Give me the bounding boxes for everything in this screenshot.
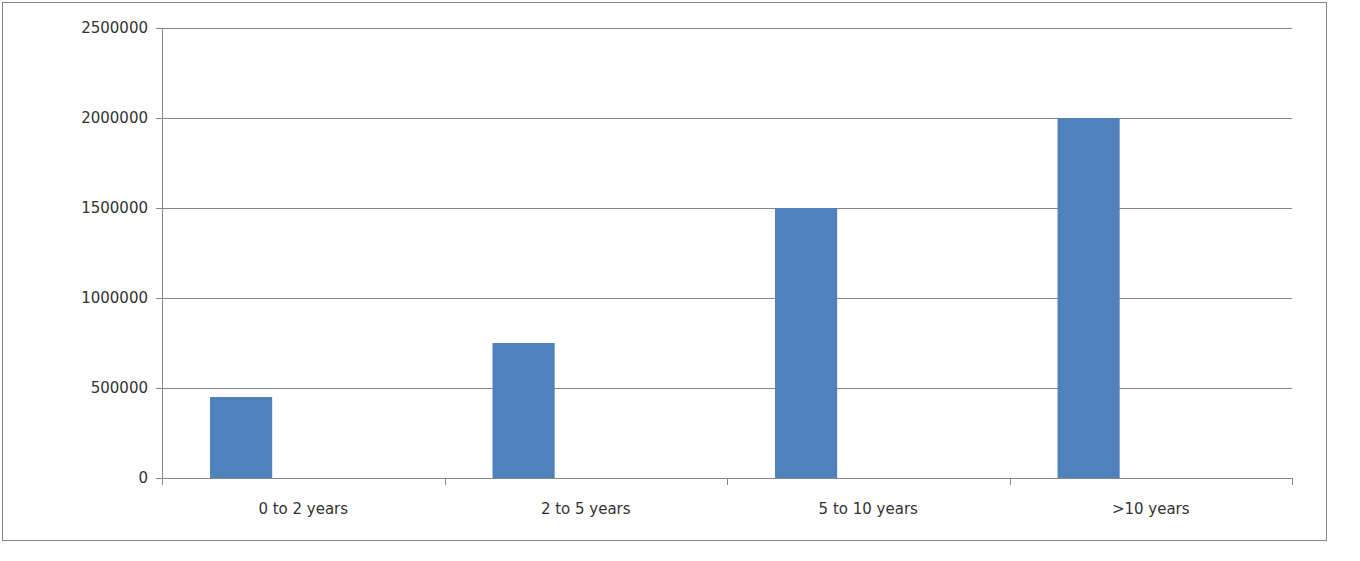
x-tick-label: 5 to 10 years	[819, 500, 918, 518]
y-tick: 2500000	[81, 19, 162, 37]
grid-line	[162, 388, 1292, 389]
bar	[210, 397, 272, 478]
y-tick: 0	[138, 469, 162, 487]
y-tick-mark	[156, 28, 162, 29]
chart: 0 500000 1000000 1500000 2000000 2500000 0 to …	[0, 0, 1360, 561]
y-tick-label: 1000000	[81, 289, 148, 307]
x-tick-mark	[445, 478, 446, 485]
grid-line	[162, 28, 1292, 29]
x-axis: 0 to 2 years 2 to 5 years 5 to 10 years >10…	[162, 478, 1293, 518]
plot: 0 500000 1000000 1500000 2000000 2500000 0 to …	[81, 19, 1292, 518]
x-tick-label: >10 years	[1112, 500, 1190, 518]
y-tick: 1000000	[81, 289, 162, 307]
y-tick-mark	[156, 478, 162, 479]
y-axis-line	[156, 29, 163, 479]
y-tick-label: 0	[138, 469, 148, 487]
grid-line	[162, 298, 1292, 299]
y-tick-mark	[156, 388, 162, 389]
bar	[775, 208, 837, 478]
y-tick-label: 2000000	[81, 109, 148, 127]
y-axis: 0 500000 1000000 1500000 2000000 2500000	[81, 19, 162, 487]
x-tick-mark	[162, 478, 163, 485]
bars	[210, 118, 1120, 478]
y-tick: 1500000	[81, 199, 162, 217]
y-tick-label: 1500000	[81, 199, 148, 217]
chart-border	[3, 3, 1327, 541]
y-tick-mark	[156, 118, 162, 119]
bar	[1058, 118, 1120, 478]
grid-line	[162, 208, 1292, 209]
y-tick: 2000000	[81, 109, 162, 127]
x-tick-label: 2 to 5 years	[541, 500, 631, 518]
y-tick-label: 500000	[91, 379, 148, 397]
x-tick-mark	[1010, 478, 1011, 485]
grid	[162, 29, 1292, 479]
y-tick: 500000	[91, 379, 162, 397]
y-tick-mark	[156, 298, 162, 299]
grid-line	[162, 118, 1292, 119]
x-tick-mark	[727, 478, 728, 485]
y-tick-mark	[156, 208, 162, 209]
bar	[493, 343, 555, 478]
x-tick-mark	[1292, 478, 1293, 485]
y-tick-label: 2500000	[81, 19, 148, 37]
x-tick-label: 0 to 2 years	[258, 500, 348, 518]
